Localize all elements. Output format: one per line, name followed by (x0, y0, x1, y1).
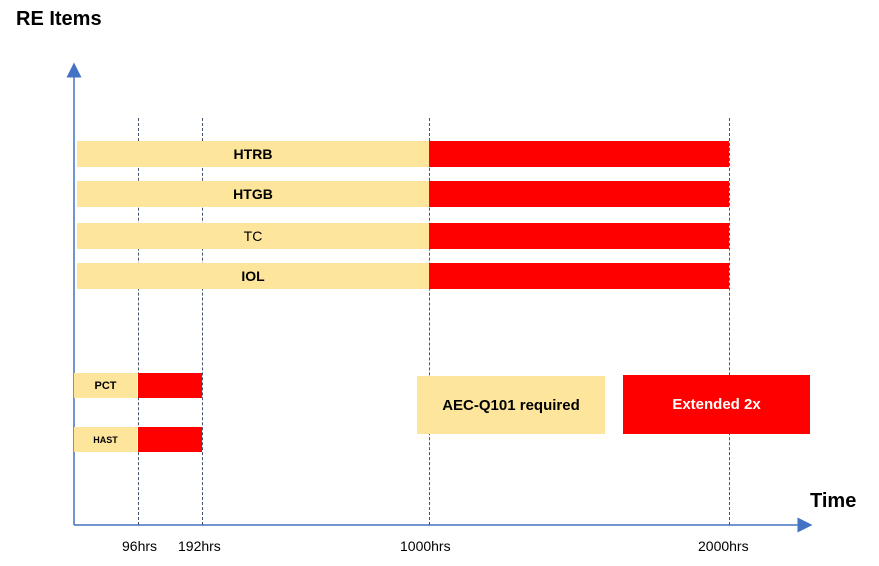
bar-htgb-extended (429, 181, 729, 207)
bar-htrb-required: HTRB (77, 141, 429, 167)
gridline-192 (202, 118, 203, 525)
bar-iol-extended (429, 263, 729, 289)
bar-hast-required: HAST (74, 427, 137, 452)
legend-required: AEC-Q101 required (417, 376, 605, 434)
bar-htgb-required: HTGB (77, 181, 429, 207)
bar-htrb-extended (429, 141, 729, 167)
tick-96: 96hrs (122, 538, 158, 554)
gridline-96 (138, 118, 139, 525)
bar-tc-required: TC (77, 223, 429, 249)
chart-title: RE Items (16, 8, 102, 30)
bar-pct-required: PCT (74, 373, 137, 398)
bar-tc-extended (429, 223, 729, 249)
tick-192: 192hrs (178, 538, 221, 554)
gridline-1000 (429, 118, 430, 525)
x-axis-label: Time (810, 490, 857, 512)
bar-hast-extended (138, 427, 202, 452)
bar-iol-required: IOL (77, 263, 429, 289)
tick-2000: 2000hrs (698, 538, 749, 554)
gridline-2000 (729, 118, 730, 525)
legend-extended: Extended 2x (623, 375, 810, 434)
tick-1000: 1000hrs (400, 538, 451, 554)
bar-pct-extended (138, 373, 202, 398)
